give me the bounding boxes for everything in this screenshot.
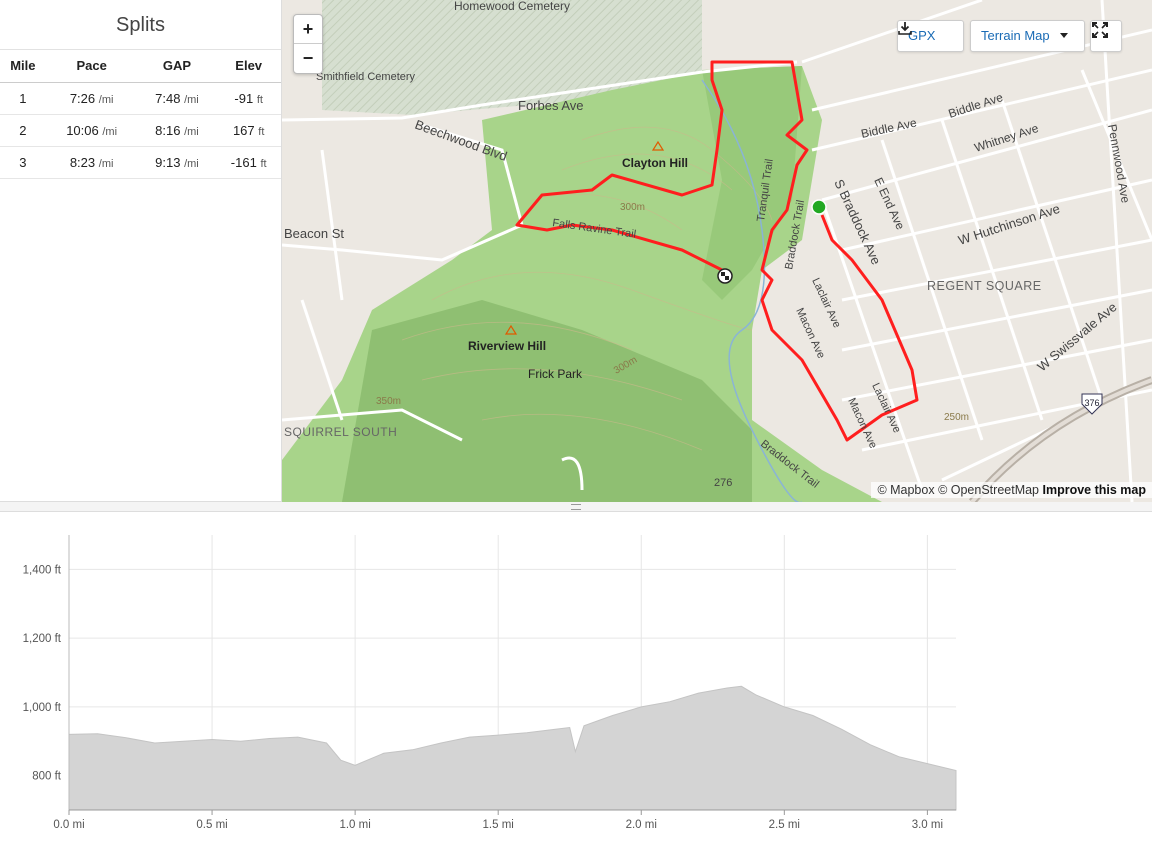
y-tick-label: 1,400 ft [23,564,62,576]
split-elev: -91 ft [216,82,281,115]
elevation-chart-svg[interactable]: 800 ft 1,000 ft 1,200 ft 1,400 ft 0.0 mi 0.5 … [0,513,1152,853]
x-tick-label: 2.5 mi [769,819,800,831]
map-label-contour-250: 250m [944,412,969,423]
map-canvas[interactable]: Homewood Cemetery Smithfield Cemetery Fo… [282,0,1152,502]
attribution-mapbox-link[interactable]: © Mapbox [877,483,935,497]
map-attribution: © Mapbox © OpenStreetMap Improve this ma… [871,482,1152,498]
attribution-osm-link[interactable]: © OpenStreetMap [938,483,1040,497]
activity-route [515,60,919,442]
split-row[interactable]: 2 10:06 /mi 8:16 /mi 167 ft [0,114,281,147]
split-gap: 9:13 /mi [137,146,217,179]
fullscreen-button[interactable] [1090,20,1122,52]
map-type-dropdown[interactable]: Terrain Map [970,20,1085,52]
x-tick-label: 1.0 mi [339,819,370,831]
contour-lines [401,126,773,451]
map-label-macon-ave-south: Macon Ave [845,396,879,450]
header-mile: Mile [0,50,46,83]
splits-table: Mile Pace GAP Elev 1 7:26 /mi 7:48 /mi -… [0,50,281,179]
split-row[interactable]: 3 8:23 /mi 9:13 /mi -161 ft [0,146,281,179]
split-elev: -161 ft [216,146,281,179]
splits-header-row: Mile Pace GAP Elev [0,50,281,83]
y-tick-label: 1,000 ft [23,702,62,714]
map-type-label: Terrain Map [981,28,1050,43]
park-area-south [342,300,752,502]
gpx-download-button[interactable]: GPX [897,20,964,52]
creek [701,79,802,502]
route-map[interactable]: Homewood Cemetery Smithfield Cemetery Fo… [282,0,1152,502]
zoom-controls: + − [293,14,323,74]
split-pace: 7:26 /mi [45,82,138,115]
map-label-smithfield-cemetery: Smithfield Cemetery [316,71,416,83]
peak-icon [504,324,518,335]
x-tick-label: 1.5 mi [483,819,514,831]
header-pace: Pace [45,50,138,83]
split-elev: 167 ft [216,114,281,147]
y-tick-label: 800 ft [32,771,62,783]
elevation-chart[interactable]: 800 ft 1,000 ft 1,200 ft 1,400 ft 0.0 mi 0.5 … [0,513,1152,853]
x-tick-label: 2.0 mi [626,819,657,831]
header-elev: Elev [216,50,281,83]
splits-title: Splits [0,0,281,50]
split-pace: 10:06 /mi [45,114,138,147]
split-gap: 8:16 /mi [137,114,217,147]
map-label-route-276: 276 [714,477,732,489]
splits-panel: Splits Mile Pace GAP Elev 1 7:26 /mi 7:4… [0,0,282,502]
map-label-squirrel-south: SQUIRREL SOUTH [284,425,397,439]
map-label-homewood-cemetery: Homewood Cemetery [454,0,570,13]
split-row[interactable]: 1 7:26 /mi 7:48 /mi -91 ft [0,82,281,115]
map-label-laclair-ave: Laclair Ave [809,276,843,330]
x-tick-label: 0.0 mi [53,819,84,831]
map-label-frick-park: Frick Park [528,367,583,381]
caret-down-icon [1059,33,1068,38]
map-label-regent-square: REGENT SQUARE [927,279,1042,293]
expand-icon [1092,22,1108,38]
map-label-forbes-ave: Forbes Ave [518,98,584,113]
map-label-biddle-ave: Biddle Ave [860,115,918,141]
route-start-marker[interactable] [811,199,827,215]
route-finish-marker[interactable] [717,268,733,284]
map-label-beacon-st: Beacon St [284,226,344,241]
svg-text:376: 376 [1084,398,1099,408]
map-label-macon-ave: Macon Ave [793,306,827,360]
split-pace: 8:23 /mi [45,146,138,179]
elevation-area [68,685,957,811]
improve-map-link[interactable]: Improve this map [1042,483,1147,497]
split-mile: 3 [0,146,46,179]
map-label-contour-350: 350m [376,396,401,407]
split-mile: 2 [0,114,46,147]
download-icon [898,22,912,35]
peak-icon [651,140,665,151]
map-label-pennwood-ave: Pennwood Ave [1105,123,1133,204]
x-tick-label: 0.5 mi [196,819,227,831]
zoom-out-button[interactable]: − [302,48,314,68]
map-label-contour-300: 300m [620,202,645,213]
x-tick-label: 3.0 mi [912,819,943,831]
map-label-biddle-ave-east: Biddle Ave [947,90,1005,121]
map-label-clayton-hill: Clayton Hill [622,156,688,170]
map-label-riverview-hill: Riverview Hill [468,339,546,353]
split-gap: 7:48 /mi [137,82,217,115]
split-mile: 1 [0,82,46,115]
route-shield-376: 376 [1081,393,1103,415]
zoom-in-button[interactable]: + [294,15,322,44]
panel-resize-handle[interactable] [0,502,1152,512]
gpx-label: GPX [908,28,936,43]
header-gap: GAP [137,50,217,83]
grip-icon [571,504,581,510]
y-tick-label: 1,200 ft [23,633,62,645]
